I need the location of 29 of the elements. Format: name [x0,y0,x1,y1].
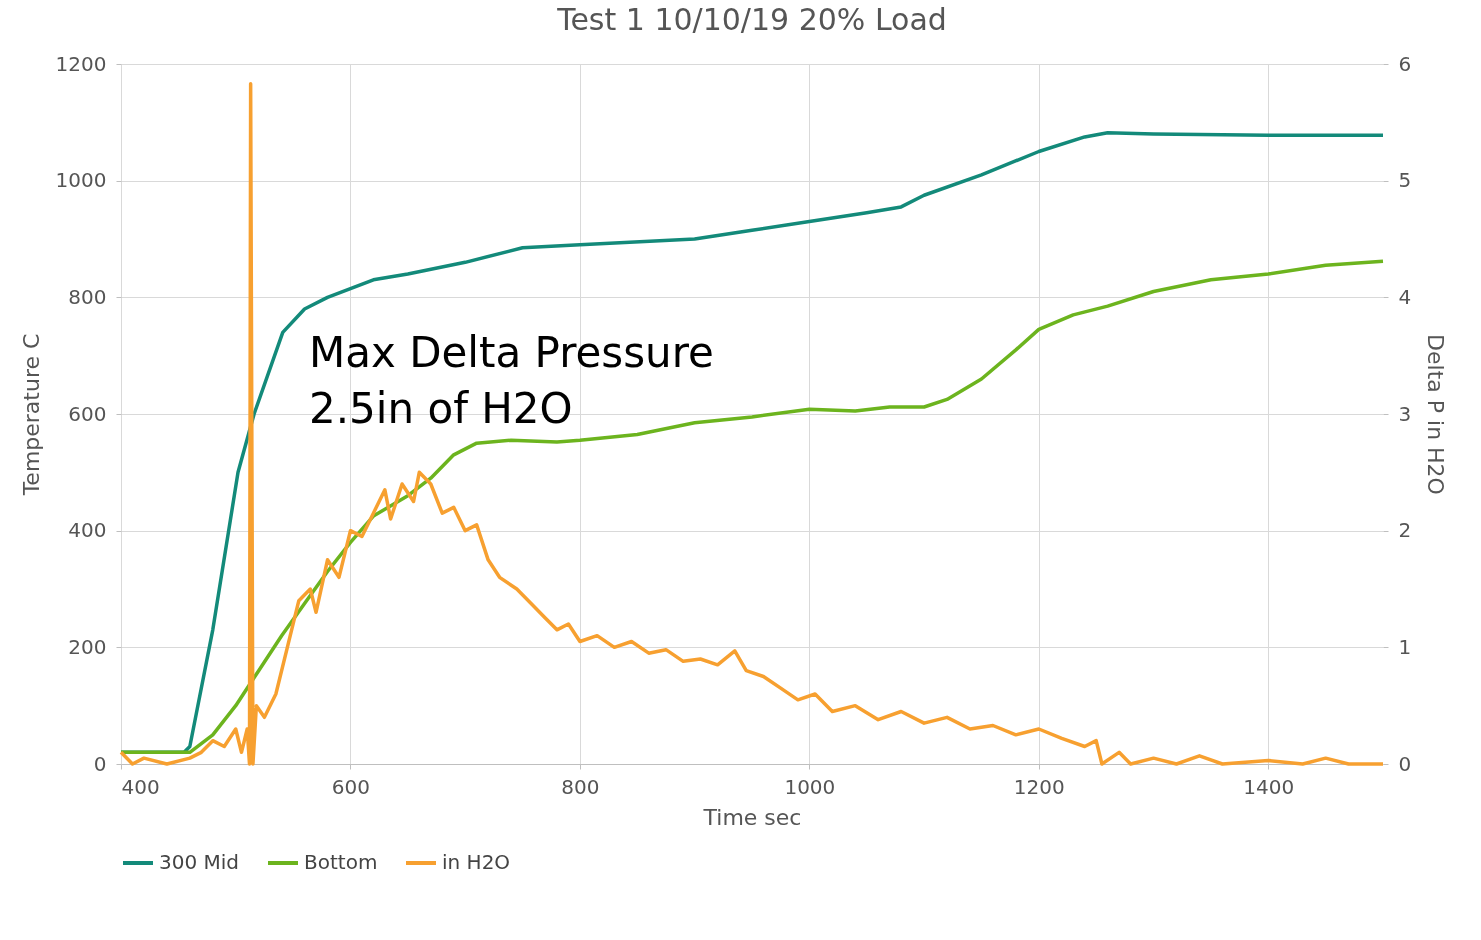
y2-tick-label: 5 [1398,168,1412,193]
y-tick-label: 1000 [55,168,107,193]
legend-label: Bottom [304,850,378,874]
y-tick-label: 400 [68,518,107,543]
y-tick-label: 600 [68,401,107,426]
x-tick-label: 600 [331,774,371,799]
legend-label: 300 Mid [159,850,240,874]
y2-axis-title: Delta P in H2O [1423,334,1449,495]
y2-tick-label: 6 [1398,51,1412,76]
y2-tick-label: 4 [1398,284,1412,309]
y2-tick-label: 0 [1398,751,1412,776]
chart-title: Test 1 10/10/19 20% Load [556,2,947,37]
y-tick-label: 1200 [55,51,107,76]
y2-tick-label: 2 [1398,518,1412,543]
x-tick-label: 1200 [1013,774,1065,799]
x-tick-label: 1400 [1243,774,1295,799]
legend-label: in H2O [442,850,511,874]
y-axis-title: Temperature C [18,333,44,497]
x-tick-label: 1000 [784,774,836,799]
y-tick-label: 0 [93,751,107,776]
x-axis-title: Time sec [702,804,802,830]
y-tick-label: 200 [68,634,107,659]
y-tick-label: 800 [68,284,107,309]
y2-tick-label: 1 [1398,634,1412,659]
y2-tick-label: 3 [1398,401,1412,426]
annotation: Max Delta Pressure 2.5in of H2O [309,328,714,433]
x-tick-label: 800 [561,774,600,799]
x-tick-label: 400 [121,774,160,799]
line-series [119,259,1385,755]
